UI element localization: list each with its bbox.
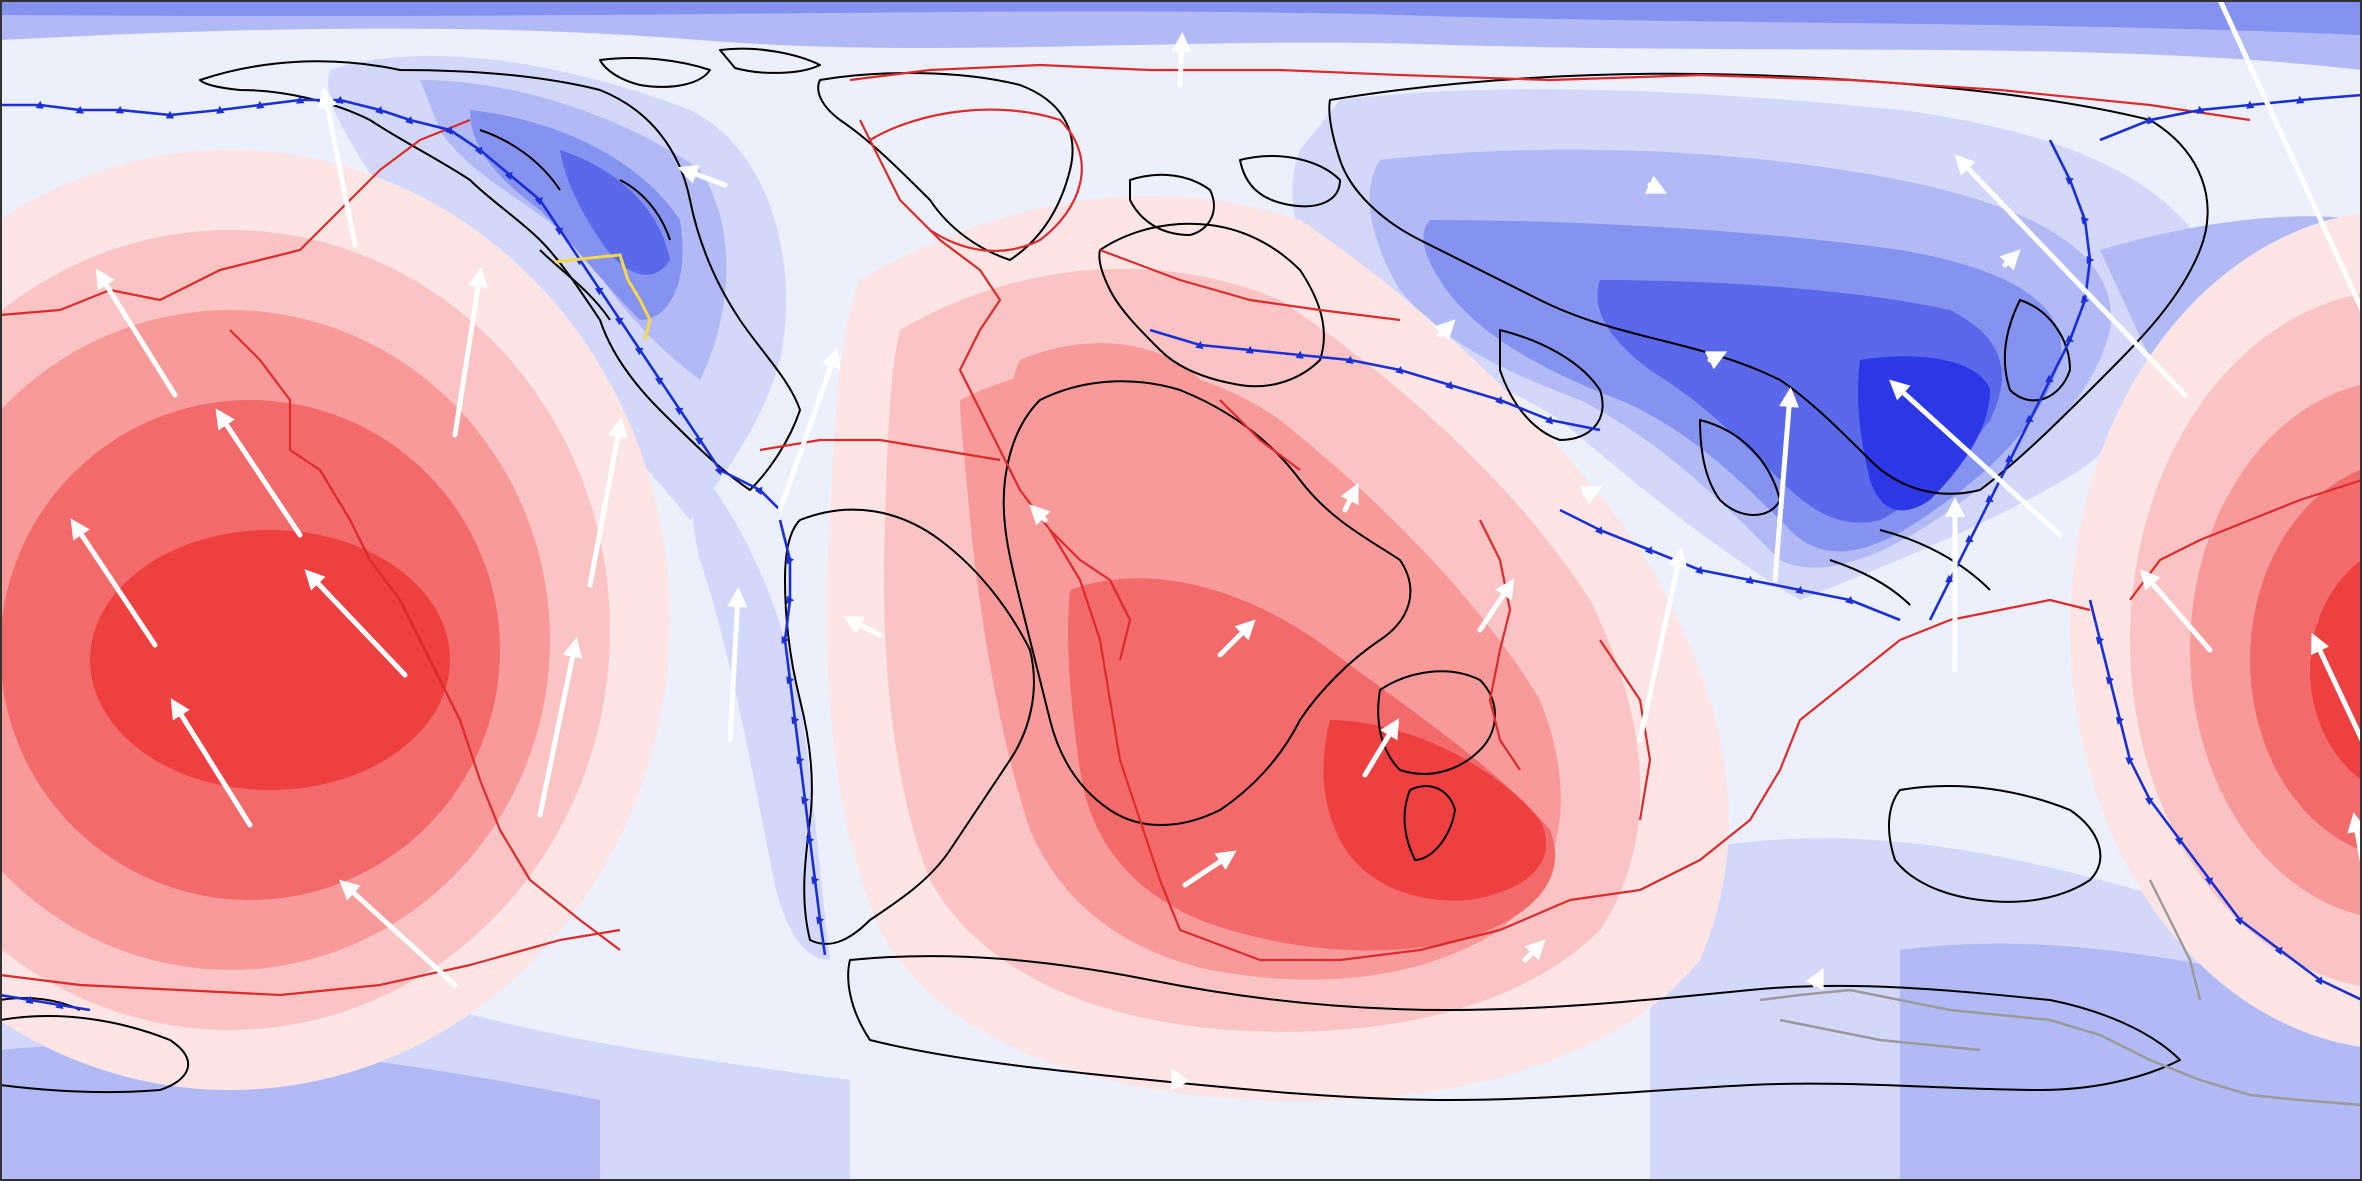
velocity-arrow <box>537 637 583 818</box>
velocity-arrow <box>1029 504 1051 526</box>
velocity-arrow <box>1805 967 1824 991</box>
subduction-east-asia <box>1928 139 2095 621</box>
plate-boundary-africa-south <box>1179 898 1571 962</box>
velocity-arrow <box>1637 547 1688 743</box>
velocity-arrow <box>1362 718 1400 778</box>
subduction-south-america-west <box>778 519 827 956</box>
velocity-arrow <box>1704 351 1728 370</box>
plate-boundary-atlantic-ridge <box>859 119 1182 931</box>
velocity-arrow <box>1772 387 1799 583</box>
velocity-arrow <box>2311 632 2362 743</box>
velocity-arrow <box>1889 379 2063 538</box>
velocity-arrow <box>1340 482 1359 513</box>
subduction-arctic-east <box>2099 93 2362 142</box>
velocity-arrow <box>1182 850 1237 888</box>
velocity-arrow <box>677 164 728 188</box>
velocity-arrow <box>1644 175 1668 194</box>
grey-outlines <box>1759 879 2362 1107</box>
plate-boundaries <box>0 63 2362 997</box>
subduction-west-pacific <box>2088 599 2362 1002</box>
ridge-segment-yellow <box>554 253 652 341</box>
velocity-arrow <box>727 587 748 743</box>
velocity-arrow <box>777 347 841 513</box>
plate-boundary-indian-ridge <box>1479 519 1521 771</box>
plate-boundary-east-pacific <box>2129 478 2362 601</box>
plate-boundary-tethys <box>759 438 1001 462</box>
plate-velocity-arrows <box>70 0 2362 1091</box>
velocity-arrow <box>1999 249 2021 271</box>
subduction-southeast-asia <box>1559 508 1901 622</box>
plate-boundary-north-loop <box>869 108 1083 252</box>
velocity-arrow <box>1217 619 1256 658</box>
subduction-tethys <box>1149 328 1601 432</box>
subduction-zones <box>0 93 2362 1012</box>
velocity-arrow <box>339 879 458 988</box>
velocity-arrow <box>170 698 253 828</box>
velocity-arrow <box>1434 319 1456 341</box>
plate-boundary-east <box>1569 598 2091 902</box>
plate-boundary-pacific-south <box>0 928 621 997</box>
velocity-arrow <box>70 518 158 648</box>
velocity-arrow <box>1477 578 1515 633</box>
velocity-arrow <box>1171 1067 1190 1091</box>
subduction-south-west <box>0 993 91 1012</box>
velocity-arrow <box>95 268 178 398</box>
velocity-arrow <box>1522 939 1546 963</box>
velocity-arrow <box>317 87 358 248</box>
velocity-arrow <box>842 616 883 638</box>
subduction-north-america-west <box>0 95 781 511</box>
velocity-arrow <box>1579 486 1603 505</box>
velocity-arrow <box>1954 154 2188 398</box>
velocity-arrow <box>587 417 628 588</box>
velocity-arrow <box>2217 0 2362 313</box>
coastline-india <box>1377 670 1496 775</box>
velocity-arrow <box>452 267 489 438</box>
velocity-arrow <box>304 569 408 678</box>
velocity-arrow <box>215 408 303 538</box>
velocity-arrow <box>1171 32 1192 88</box>
plate-boundary-arctic <box>849 63 2251 122</box>
velocity-arrow <box>2139 568 2213 653</box>
coastline-australia <box>1888 785 2102 903</box>
positive-anomaly-african <box>826 195 1729 1102</box>
